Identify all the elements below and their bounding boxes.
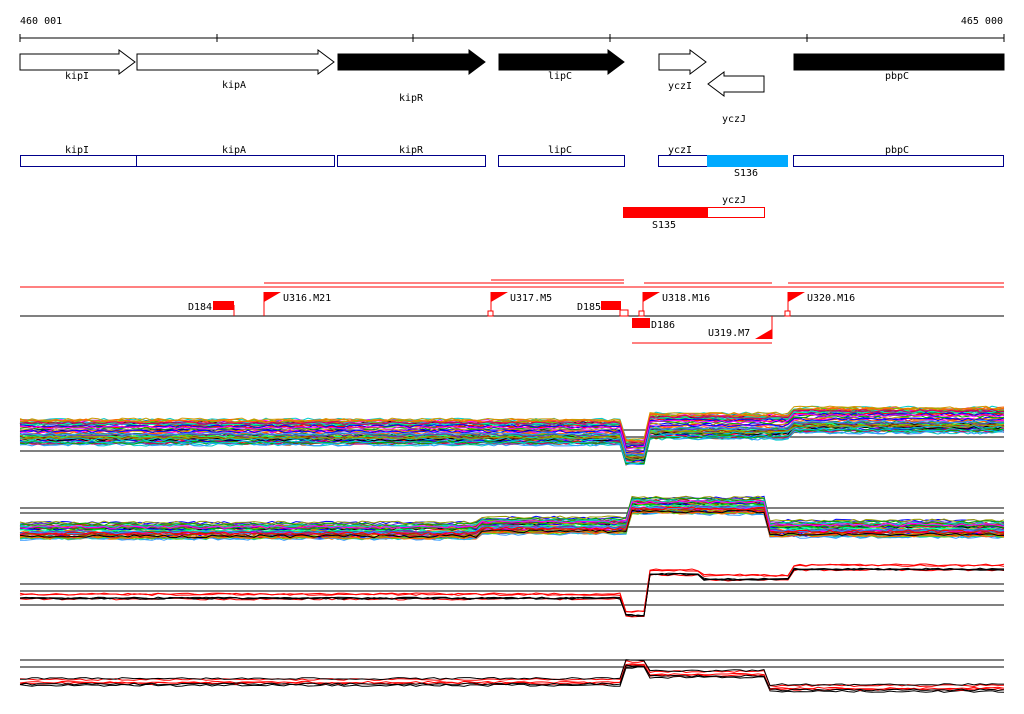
feature-U319-M7[interactable]: U319.M7 bbox=[708, 316, 773, 339]
expression-trace bbox=[19, 500, 1005, 530]
expression-trace bbox=[19, 659, 1004, 687]
annotation-lipC[interactable]: lipC bbox=[498, 145, 625, 167]
annotation-label: kipI bbox=[65, 145, 89, 156]
gene-label: yczI bbox=[668, 81, 692, 92]
feature-D185[interactable]: D185 bbox=[577, 301, 629, 317]
segment-label: S135 bbox=[652, 220, 676, 231]
feature-U316-M21[interactable]: U316.M21 bbox=[263, 292, 331, 316]
annotation-S136[interactable]: S136 bbox=[707, 155, 788, 179]
coordinate-ruler: 460 001 465 000 bbox=[19, 16, 1005, 42]
expression-trace bbox=[19, 568, 1005, 618]
expression-trace bbox=[19, 421, 1005, 458]
annotation-label: kipA bbox=[222, 145, 246, 156]
expression-trace bbox=[19, 424, 1005, 460]
gene-label: pbpC bbox=[885, 71, 909, 82]
feature-label: U317.M5 bbox=[510, 293, 552, 304]
feature-D186[interactable]: D186 bbox=[632, 318, 675, 331]
expression-trace bbox=[19, 417, 1005, 454]
gene-yczJ[interactable]: yczJ bbox=[707, 71, 765, 125]
feature-label: U316.M21 bbox=[283, 293, 331, 304]
annotation-label: yczI bbox=[668, 145, 692, 156]
annotation-kipI[interactable]: kipI bbox=[20, 145, 137, 167]
annotation-kipA[interactable]: kipA bbox=[136, 145, 335, 167]
expression-panel-red-black-2 bbox=[19, 659, 1005, 693]
gene-kipR[interactable]: kipR bbox=[337, 49, 486, 104]
expression-panel-multicolor-2 bbox=[19, 495, 1005, 541]
expression-trace bbox=[19, 563, 1005, 613]
feature-label: D186 bbox=[651, 320, 675, 331]
gene-lipC[interactable]: lipC bbox=[498, 49, 625, 82]
expression-trace bbox=[19, 506, 1005, 536]
expression-trace bbox=[19, 497, 1005, 527]
expression-trace bbox=[19, 500, 1005, 530]
expression-trace bbox=[19, 666, 1005, 693]
expression-trace bbox=[19, 495, 1005, 525]
gene-label: kipI bbox=[65, 71, 89, 82]
feature-label: U318.M16 bbox=[662, 293, 710, 304]
feature-label: D185 bbox=[577, 302, 601, 313]
feature-label: D184 bbox=[188, 302, 212, 313]
expression-trace bbox=[19, 428, 1005, 464]
gene-track: kipI kipA kipR lipC yczI yczJ pbpC bbox=[19, 49, 1005, 125]
expression-trace bbox=[20, 567, 1005, 617]
annotation-track: kipI kipA kipR lipC yczI S136 pbpC bbox=[20, 145, 1004, 179]
expression-trace bbox=[19, 495, 1005, 525]
annotation-label: S136 bbox=[734, 168, 758, 179]
annotation-kipR[interactable]: kipR bbox=[337, 145, 486, 167]
expression-trace bbox=[20, 511, 1005, 541]
ruler-end-label: 465 000 bbox=[961, 16, 1003, 27]
expression-panel-multicolor-1 bbox=[19, 405, 1005, 466]
regulatory-track: D184 U316.M21 U317.M5 D185 U318.M16 D186 bbox=[20, 279, 1004, 344]
expression-trace bbox=[19, 419, 1004, 456]
segment-yczJ[interactable]: yczJ bbox=[707, 195, 765, 218]
segment-label: yczJ bbox=[722, 195, 746, 206]
feature-label: U320.M16 bbox=[807, 293, 855, 304]
expression-trace bbox=[19, 509, 1005, 539]
expression-trace bbox=[20, 567, 1004, 617]
ruler-start-label: 460 001 bbox=[20, 16, 62, 27]
segment-track: yczJ S135 bbox=[623, 195, 765, 231]
gene-pbpC[interactable]: pbpC bbox=[793, 53, 1005, 82]
segment-S135[interactable]: S135 bbox=[623, 207, 708, 231]
gene-kipA[interactable]: kipA bbox=[136, 49, 335, 91]
gene-label: yczJ bbox=[722, 114, 746, 125]
annotation-label: pbpC bbox=[885, 145, 909, 156]
annotation-pbpC[interactable]: pbpC bbox=[793, 145, 1004, 167]
gene-label: kipA bbox=[222, 80, 246, 91]
expression-trace bbox=[19, 664, 1005, 692]
feature-label: U319.M7 bbox=[708, 328, 750, 339]
annotation-label: lipC bbox=[548, 145, 572, 156]
expression-trace bbox=[19, 663, 1005, 690]
expression-trace bbox=[19, 408, 1005, 445]
expression-panel-red-black-1 bbox=[19, 563, 1005, 618]
expression-trace bbox=[19, 660, 1005, 688]
feature-U320-M16[interactable]: U320.M16 bbox=[784, 292, 855, 317]
expression-trace bbox=[19, 567, 1005, 617]
expression-trace bbox=[19, 503, 1005, 533]
gene-yczI[interactable]: yczI bbox=[658, 49, 707, 92]
annotation-label: kipR bbox=[399, 145, 424, 156]
feature-U317-M5[interactable]: U317.M5 bbox=[487, 292, 552, 317]
gene-kipI[interactable]: kipI bbox=[19, 49, 136, 82]
gene-label: kipR bbox=[399, 93, 424, 104]
expression-trace bbox=[19, 405, 1005, 442]
expression-trace bbox=[19, 407, 1005, 443]
expression-trace bbox=[19, 412, 1005, 448]
feature-U318-M16[interactable]: U318.M16 bbox=[638, 292, 710, 317]
feature-D184[interactable]: D184 bbox=[188, 301, 235, 316]
expression-trace bbox=[19, 413, 1005, 450]
gene-label: lipC bbox=[548, 71, 572, 82]
